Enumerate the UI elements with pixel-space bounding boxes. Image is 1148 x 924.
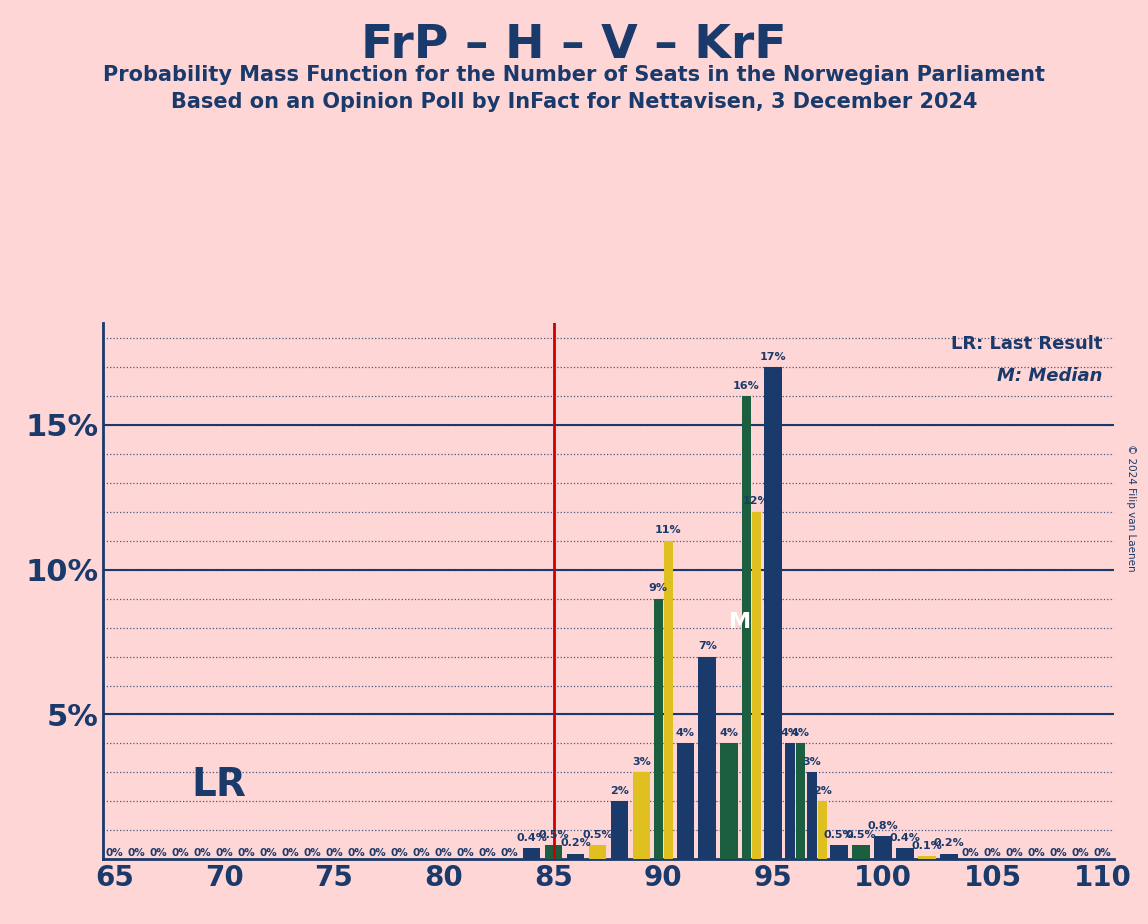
Text: 0.4%: 0.4% <box>517 833 546 843</box>
Text: Based on an Opinion Poll by InFact for Nettavisen, 3 December 2024: Based on an Opinion Poll by InFact for N… <box>171 92 977 113</box>
Bar <box>545 845 563 859</box>
Text: 4%: 4% <box>676 728 695 738</box>
Text: 3%: 3% <box>802 757 822 767</box>
Text: 0%: 0% <box>369 848 387 857</box>
Bar <box>589 845 606 859</box>
Text: 0.8%: 0.8% <box>868 821 899 831</box>
Text: M: Median: M: Median <box>998 367 1102 385</box>
Text: 0%: 0% <box>479 848 497 857</box>
Text: 16%: 16% <box>732 381 760 391</box>
Bar <box>940 854 957 859</box>
Bar <box>567 854 584 859</box>
Bar <box>742 395 751 859</box>
Text: Probability Mass Function for the Number of Seats in the Norwegian Parliament: Probability Mass Function for the Number… <box>103 65 1045 85</box>
Text: 0%: 0% <box>303 848 320 857</box>
Text: 0%: 0% <box>984 848 1002 857</box>
Text: 0.1%: 0.1% <box>912 841 943 851</box>
Text: 17%: 17% <box>760 352 786 361</box>
Bar <box>664 541 673 859</box>
Bar <box>918 857 936 859</box>
Text: 12%: 12% <box>743 496 769 506</box>
Text: 0%: 0% <box>1006 848 1024 857</box>
Bar <box>721 744 738 859</box>
Text: 0%: 0% <box>501 848 519 857</box>
Text: 7%: 7% <box>698 641 716 651</box>
Text: 0.5%: 0.5% <box>538 830 569 840</box>
Text: 0%: 0% <box>281 848 298 857</box>
Text: 0.5%: 0.5% <box>846 830 876 840</box>
Text: © 2024 Filip van Laenen: © 2024 Filip van Laenen <box>1126 444 1135 572</box>
Text: 0%: 0% <box>435 848 452 857</box>
Bar <box>653 599 662 859</box>
Bar <box>796 744 805 859</box>
Text: 0.2%: 0.2% <box>560 838 591 848</box>
Bar <box>852 845 870 859</box>
Text: 4%: 4% <box>720 728 738 738</box>
Text: 0%: 0% <box>259 848 277 857</box>
Text: 0.4%: 0.4% <box>890 833 921 843</box>
Text: M: M <box>729 612 751 632</box>
Bar <box>633 772 650 859</box>
Text: 0%: 0% <box>106 848 123 857</box>
Bar <box>522 847 541 859</box>
Text: 0%: 0% <box>1072 848 1089 857</box>
Text: 0%: 0% <box>391 848 409 857</box>
Text: 2%: 2% <box>813 786 831 796</box>
Text: 9%: 9% <box>649 583 668 593</box>
Text: 0%: 0% <box>215 848 233 857</box>
Bar <box>611 801 628 859</box>
Bar <box>785 744 794 859</box>
Bar <box>817 801 827 859</box>
Text: 0%: 0% <box>193 848 211 857</box>
Text: 3%: 3% <box>633 757 651 767</box>
Text: 0%: 0% <box>1094 848 1111 857</box>
Bar <box>897 847 914 859</box>
Text: 0%: 0% <box>171 848 189 857</box>
Text: LR: LR <box>192 766 246 804</box>
Text: 0.5%: 0.5% <box>582 830 613 840</box>
Text: 0%: 0% <box>1049 848 1068 857</box>
Bar <box>807 772 816 859</box>
Bar <box>874 836 892 859</box>
Bar <box>698 657 716 859</box>
Text: 0%: 0% <box>413 848 430 857</box>
Text: LR: Last Result: LR: Last Result <box>951 335 1102 353</box>
Text: 0%: 0% <box>1027 848 1046 857</box>
Text: 4%: 4% <box>791 728 809 738</box>
Text: 0.5%: 0.5% <box>824 830 854 840</box>
Text: 0%: 0% <box>127 848 145 857</box>
Text: 0%: 0% <box>457 848 474 857</box>
Bar <box>752 512 761 859</box>
Bar <box>830 845 848 859</box>
Text: 0%: 0% <box>325 848 343 857</box>
Text: 11%: 11% <box>656 526 682 535</box>
Text: 0%: 0% <box>962 848 979 857</box>
Text: FrP – H – V – KrF: FrP – H – V – KrF <box>362 23 786 68</box>
Bar <box>676 744 695 859</box>
Text: 4%: 4% <box>781 728 799 738</box>
Bar <box>765 367 782 859</box>
Text: 0%: 0% <box>347 848 365 857</box>
Text: 0%: 0% <box>238 848 255 857</box>
Text: 2%: 2% <box>610 786 629 796</box>
Text: 0.2%: 0.2% <box>933 838 964 848</box>
Text: 0%: 0% <box>149 848 168 857</box>
